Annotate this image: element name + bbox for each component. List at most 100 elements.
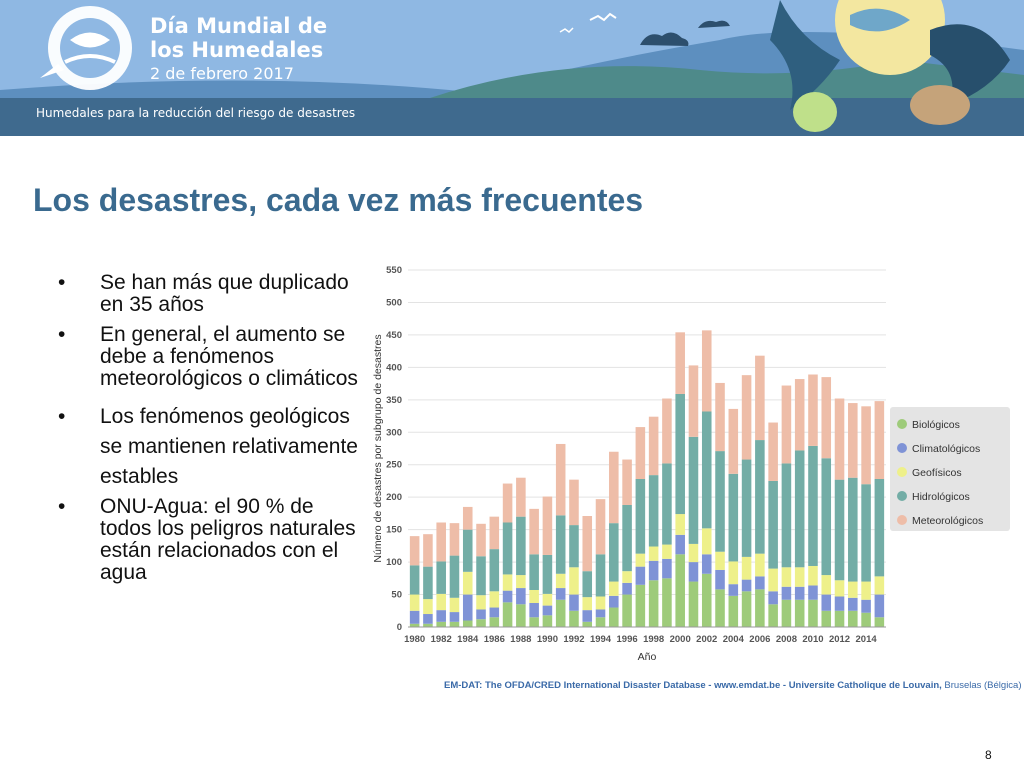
event-title: Día Mundial de los Humedales bbox=[150, 14, 327, 62]
bar-segment bbox=[861, 599, 871, 613]
bar-segment bbox=[609, 581, 619, 596]
bar-segment bbox=[595, 609, 606, 618]
banner-subtitle: Humedales para la reducción del riesgo d… bbox=[36, 106, 356, 120]
bar-segment bbox=[701, 411, 712, 529]
bar-segment bbox=[609, 607, 619, 627]
bar-segment bbox=[821, 377, 832, 459]
bar-segment bbox=[728, 408, 739, 474]
bullet-item: ONU-Agua: el 90 % de todos los peligros … bbox=[58, 496, 358, 584]
bar-segment bbox=[715, 551, 725, 570]
bar-segment bbox=[794, 379, 805, 451]
bar-segment bbox=[861, 406, 871, 485]
bar-segment bbox=[449, 523, 460, 556]
bar-segment bbox=[529, 590, 539, 603]
x-tick-label: 2008 bbox=[776, 634, 797, 645]
bar-segment bbox=[569, 610, 579, 627]
bar-segment bbox=[449, 612, 460, 622]
bar-segment bbox=[768, 568, 778, 592]
bar-segment bbox=[569, 567, 579, 595]
bar-segment bbox=[821, 610, 832, 627]
bar-segment bbox=[635, 584, 646, 627]
bullet-item: Se han más que duplicado en 35 años bbox=[58, 272, 358, 316]
bar-segment bbox=[409, 610, 420, 624]
bar-segment bbox=[516, 604, 526, 627]
bar-segment bbox=[648, 580, 659, 627]
bar-segment bbox=[741, 556, 752, 580]
bar-segment bbox=[409, 623, 420, 627]
stacked-bar-chart: 0 50 100 150 200 250 300 350 400 450 500 550 1980 198… bbox=[372, 265, 1010, 663]
bar-segment bbox=[781, 463, 792, 568]
bar-segment bbox=[569, 594, 579, 611]
bar-segment bbox=[861, 484, 871, 582]
event-date: 2 de febrero 2017 bbox=[150, 64, 294, 83]
y-tick-label: 250 bbox=[386, 460, 402, 471]
bar-segment bbox=[794, 599, 805, 627]
y-tick-label: 50 bbox=[391, 590, 402, 601]
banner-artwork bbox=[0, 0, 1024, 136]
y-tick-label: 200 bbox=[386, 492, 402, 503]
bar-segment bbox=[542, 605, 553, 616]
bar-segment bbox=[462, 571, 473, 595]
bar-segment bbox=[688, 365, 699, 437]
banner: Día Mundial de los Humedales 2 de febrer… bbox=[0, 0, 1024, 136]
y-tick-label: 100 bbox=[386, 557, 402, 568]
bar-segment bbox=[741, 579, 752, 592]
bar-segment bbox=[874, 479, 885, 577]
bar-segment bbox=[662, 544, 672, 559]
x-tick-label: 2004 bbox=[723, 634, 745, 645]
bar-segment bbox=[715, 589, 725, 627]
bar-segment bbox=[423, 623, 433, 627]
bar-segment bbox=[409, 565, 420, 595]
bar-segment bbox=[542, 554, 553, 594]
bar-segment bbox=[715, 569, 725, 590]
bar-segment bbox=[808, 585, 818, 600]
x-tick-label: 1982 bbox=[431, 634, 452, 645]
source-main: EM-DAT: The OFDA/CRED International Disa… bbox=[444, 680, 942, 691]
legend-swatch bbox=[897, 419, 907, 429]
bar-segment bbox=[781, 599, 792, 627]
bar-segment bbox=[449, 597, 460, 613]
bar-segment bbox=[476, 595, 486, 610]
bar-segment bbox=[555, 588, 566, 600]
bar-segment bbox=[542, 496, 553, 555]
bar-segment bbox=[715, 382, 725, 452]
bar-segment bbox=[741, 459, 752, 557]
bar-segment bbox=[768, 480, 778, 569]
bar-segment bbox=[609, 523, 619, 582]
y-tick-label: 350 bbox=[386, 395, 402, 406]
bar-segment bbox=[874, 594, 885, 618]
x-tick-label: 2002 bbox=[696, 634, 717, 645]
bar-segment bbox=[648, 416, 659, 476]
bar-segment bbox=[755, 553, 765, 577]
bar-segment bbox=[529, 617, 539, 627]
bar-segment bbox=[582, 516, 593, 572]
x-tick-label: 1996 bbox=[617, 634, 638, 645]
y-tick-label: 300 bbox=[386, 427, 402, 438]
bar-segment bbox=[662, 578, 672, 627]
bar-segment bbox=[741, 591, 752, 627]
bar-segment bbox=[529, 602, 539, 618]
bar-segment bbox=[728, 561, 739, 585]
bar-segment bbox=[701, 554, 712, 574]
bar-segment bbox=[529, 508, 539, 555]
bar-segment bbox=[595, 499, 606, 555]
legend-box bbox=[890, 407, 1010, 531]
legend-swatch bbox=[897, 443, 907, 453]
bar-segment bbox=[516, 477, 526, 517]
legend-label: Hidrológicos bbox=[912, 491, 970, 503]
bar-segment bbox=[542, 615, 553, 627]
bar-segment bbox=[808, 599, 818, 627]
bar-segment bbox=[502, 602, 513, 627]
legend-label: Geofísicos bbox=[912, 467, 962, 479]
bar-segment bbox=[688, 436, 699, 544]
bar-segment bbox=[489, 549, 500, 592]
x-tick-label: 1986 bbox=[484, 634, 505, 645]
x-tick-label: 1990 bbox=[537, 634, 558, 645]
source-citation: EM-DAT: The OFDA/CRED International Disa… bbox=[444, 680, 1022, 691]
bar-segment bbox=[821, 458, 832, 576]
bar-segment bbox=[874, 401, 885, 480]
event-title-line1: Día Mundial de bbox=[150, 14, 328, 38]
bar-segment bbox=[423, 599, 433, 615]
bar-segment bbox=[848, 403, 858, 478]
bar-segment bbox=[834, 398, 845, 480]
